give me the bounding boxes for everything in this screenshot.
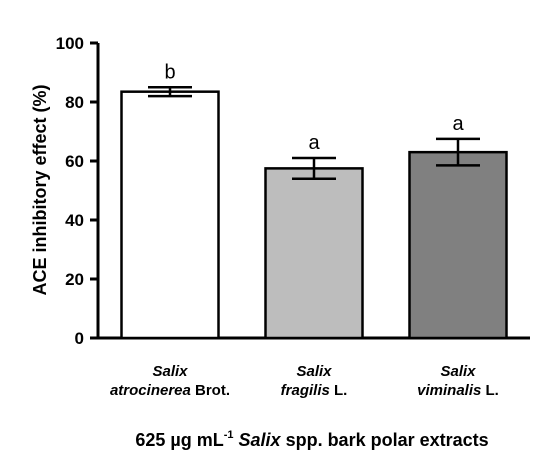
- y-tick-label: 100: [56, 34, 84, 53]
- x-tick-label: Salix: [296, 363, 332, 380]
- x-tick-label: Salix: [440, 363, 476, 380]
- bar: [408, 150, 508, 340]
- x-axis-label: 625 µg mL-1 Salix spp. bark polar extrac…: [135, 429, 488, 450]
- x-tick-label: atrocinerea Brot.: [110, 382, 230, 399]
- significance-label: b: [164, 61, 175, 83]
- significance-label: a: [452, 113, 464, 135]
- x-tick-label: Salix: [152, 363, 188, 380]
- bar: [264, 167, 364, 340]
- x-label-superscript: -1: [224, 429, 234, 441]
- x-tick-label: fragilis L.: [281, 382, 348, 399]
- y-tick-label: 60: [65, 152, 84, 171]
- x-label-part: spp. bark polar extracts: [281, 430, 489, 450]
- significance-label: a: [308, 132, 320, 154]
- x-tick-label-species: fragilis: [281, 382, 330, 399]
- y-tick-label: 40: [65, 211, 84, 230]
- x-tick-label-species: viminalis: [417, 382, 481, 399]
- y-axis-label: ACE inhibitory effect (%): [30, 84, 50, 295]
- bars: b Salix atrocinerea Brot. a Salix fragilis L.…: [110, 61, 508, 399]
- x-tick-label-genus: Salix: [440, 363, 476, 380]
- x-tick-label-authority: Brot.: [191, 382, 230, 399]
- x-label-italic: Salix: [234, 430, 282, 450]
- x-tick-label-genus: Salix: [152, 363, 188, 380]
- bar: [120, 90, 220, 340]
- x-tick-label-authority: L.: [330, 382, 348, 399]
- x-tick-label: viminalis L.: [417, 382, 499, 399]
- x-tick-label-genus: Salix: [296, 363, 332, 380]
- y-tick-label: 80: [65, 93, 84, 112]
- y-tick-label: 20: [65, 270, 84, 289]
- y-tick-label: 0: [75, 329, 84, 348]
- x-label-part: 625 µg mL: [135, 430, 223, 450]
- x-tick-label-species: atrocinerea: [110, 382, 191, 399]
- x-tick-label-authority: L.: [481, 382, 499, 399]
